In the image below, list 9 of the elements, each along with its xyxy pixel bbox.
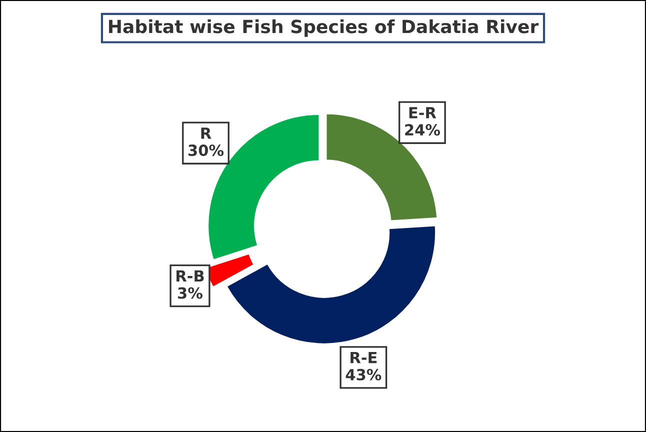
data-label: 24% bbox=[405, 124, 440, 136]
data-label: 3% bbox=[178, 287, 202, 299]
slice-label: E-R bbox=[409, 107, 436, 118]
slice-label: R-B bbox=[176, 270, 204, 282]
chart-title: Habitat wise Fish Species of Dakatia River bbox=[109, 19, 539, 37]
slice-label: R-E bbox=[350, 352, 377, 364]
data-label: 30% bbox=[188, 144, 224, 156]
data-label: 43% bbox=[346, 368, 382, 380]
slice-label: R bbox=[201, 128, 212, 139]
